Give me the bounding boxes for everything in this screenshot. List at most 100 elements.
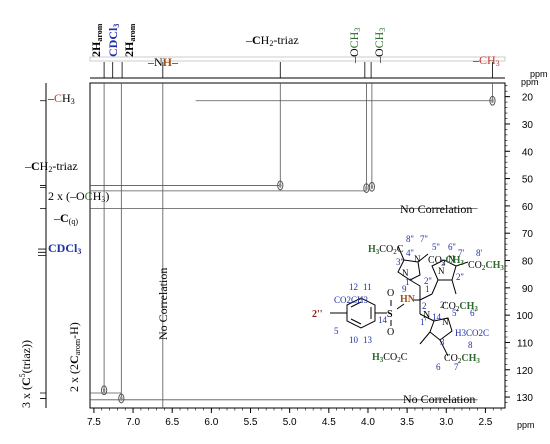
top-ppm-label: ppm [530,69,548,79]
y-tick-label: 70 [522,229,534,240]
label-3x-c5-triaz: 3 x (C5(triaz)) [18,340,33,408]
struct-ester-5p: CO2CH3 [442,301,478,313]
label-nh: –NH– [147,55,179,69]
y-tick-label: 20 [522,93,534,104]
x-tick-label: 6.5 [165,417,179,428]
cross-peak-core [102,387,106,393]
plot-frame [89,82,506,409]
svg-text:10: 10 [349,335,359,345]
svg-text:8'': 8'' [406,234,414,244]
x-tick-label: 5.0 [283,417,297,428]
label-2h-arom-b: 2Harom [122,23,137,57]
x-tick-label: 2.5 [478,417,492,428]
cross-peak [368,181,375,192]
svg-text:5'': 5'' [432,242,440,252]
label-cdcl3-top: CDCl3 [106,24,121,57]
struct-ester-5: H3CO2C [372,352,408,364]
x-tick-label: 6.0 [204,417,218,428]
svg-text:5: 5 [334,326,339,336]
svg-text:11: 11 [363,282,372,292]
svg-text:7'': 7'' [420,234,428,244]
carbon-peak-labels: –CH3 –CH2-triaz 2 x (–OCH3) –C(q) CDCl3 … [18,91,109,408]
svg-text:S: S [387,309,393,320]
svg-text:1': 1' [420,317,427,327]
svg-text:6': 6' [470,308,477,318]
svg-text:O: O [387,327,394,338]
svg-text:N: N [438,266,445,276]
svg-text:2': 2' [440,300,447,310]
no-correlation-label-c5: No Correlation [403,392,475,406]
y-tick-label: 100 [516,311,533,322]
label-ch2-triaz-left: –CH2-triaz [24,159,78,174]
cross-peak-core [491,98,494,104]
y-tick-label: 60 [522,202,534,213]
chemical-structure: 2'' 12 11 CO2CH3 5 10 13 14 O S O HN 9 1… [312,234,504,372]
structure-labels: 2'' 12 11 CO2CH3 5 10 13 14 O S O HN 9 1… [312,234,504,372]
svg-text:O: O [387,288,394,299]
struct-ester-7pp: H3CO2C [368,244,404,256]
cross-peak-core [120,396,123,401]
x-tick-label: 3.5 [400,417,414,428]
svg-text:6'': 6'' [448,242,456,252]
cross-peak-core [365,185,368,191]
struct-ester-7: CO2CH3 [444,353,480,365]
triazole-ring-c [429,317,453,341]
proton-peaks [103,62,493,78]
svg-text:6: 6 [436,362,441,372]
svg-text:N: N [414,254,421,264]
no-correlation-label-nh: No Correlation [156,268,170,340]
svg-text:14: 14 [378,315,388,325]
cross-peak [100,385,108,396]
x-tick-label: 4.5 [322,417,336,428]
svg-text:9: 9 [402,284,407,294]
svg-text:N: N [423,310,430,321]
svg-text:1'': 1'' [405,277,413,287]
top-projection: ppm [89,56,548,79]
y-tick-label: 30 [522,120,534,131]
svg-text:N: N [448,254,455,264]
svg-text:7': 7' [458,248,465,258]
benzene-ring [346,297,376,329]
triazole-ring-b [431,259,457,281]
svg-text:3'': 3'' [396,257,404,267]
label-ch3-top: –CH3 [472,53,500,68]
cross-peak-core [370,184,374,190]
svg-text:N: N [442,317,449,327]
y-tick-label: 130 [516,393,533,404]
y-tick-label: 120 [516,366,533,377]
svg-text:2'': 2'' [424,276,432,286]
struct-hn: HN [400,294,416,305]
proton-peak-labels: 2Harom CDCl3 2Harom –NH– –CH2-triaz –OCH… [89,23,500,69]
label-och3-a: –OCH3 [347,28,362,64]
struct-h3c-tolyl: 2'' [312,309,323,320]
svg-text:8: 8 [468,340,473,350]
label-cq: –C(q) [53,211,78,226]
label-ch3-left: –CH3 [47,91,75,106]
svg-text:2: 2 [422,301,427,311]
label-2h-arom-a: 2Harom [89,23,104,57]
x-tick-label: 3.0 [439,417,453,428]
svg-text:13: 13 [363,335,373,345]
y-tick-label: 90 [522,284,534,295]
label-ch2-triaz-top: –CH2-triaz [245,33,299,48]
guide-lines [90,83,493,408]
svg-text:7: 7 [454,362,459,372]
carbon-peaks [38,100,46,399]
svg-text:1: 1 [425,284,430,294]
top-trace-box [89,56,506,62]
cross-peak-core [279,183,282,188]
svg-text:3': 3' [441,258,448,268]
svg-text:12: 12 [349,282,358,292]
x-tick-label: 7.0 [126,417,140,428]
svg-text:2'': 2'' [456,272,464,282]
x-tick-label: 4.0 [361,417,375,428]
triazole-ring-a [397,259,421,281]
structure-bonds [330,245,469,357]
cross-peaks [100,95,496,404]
x-tick-label: 7.5 [87,417,101,428]
svg-text:8': 8' [476,248,483,258]
svg-text:3: 3 [440,337,445,347]
svg-text:N: N [402,268,409,278]
struct-ester-7p: CO2CH3 [468,260,504,272]
